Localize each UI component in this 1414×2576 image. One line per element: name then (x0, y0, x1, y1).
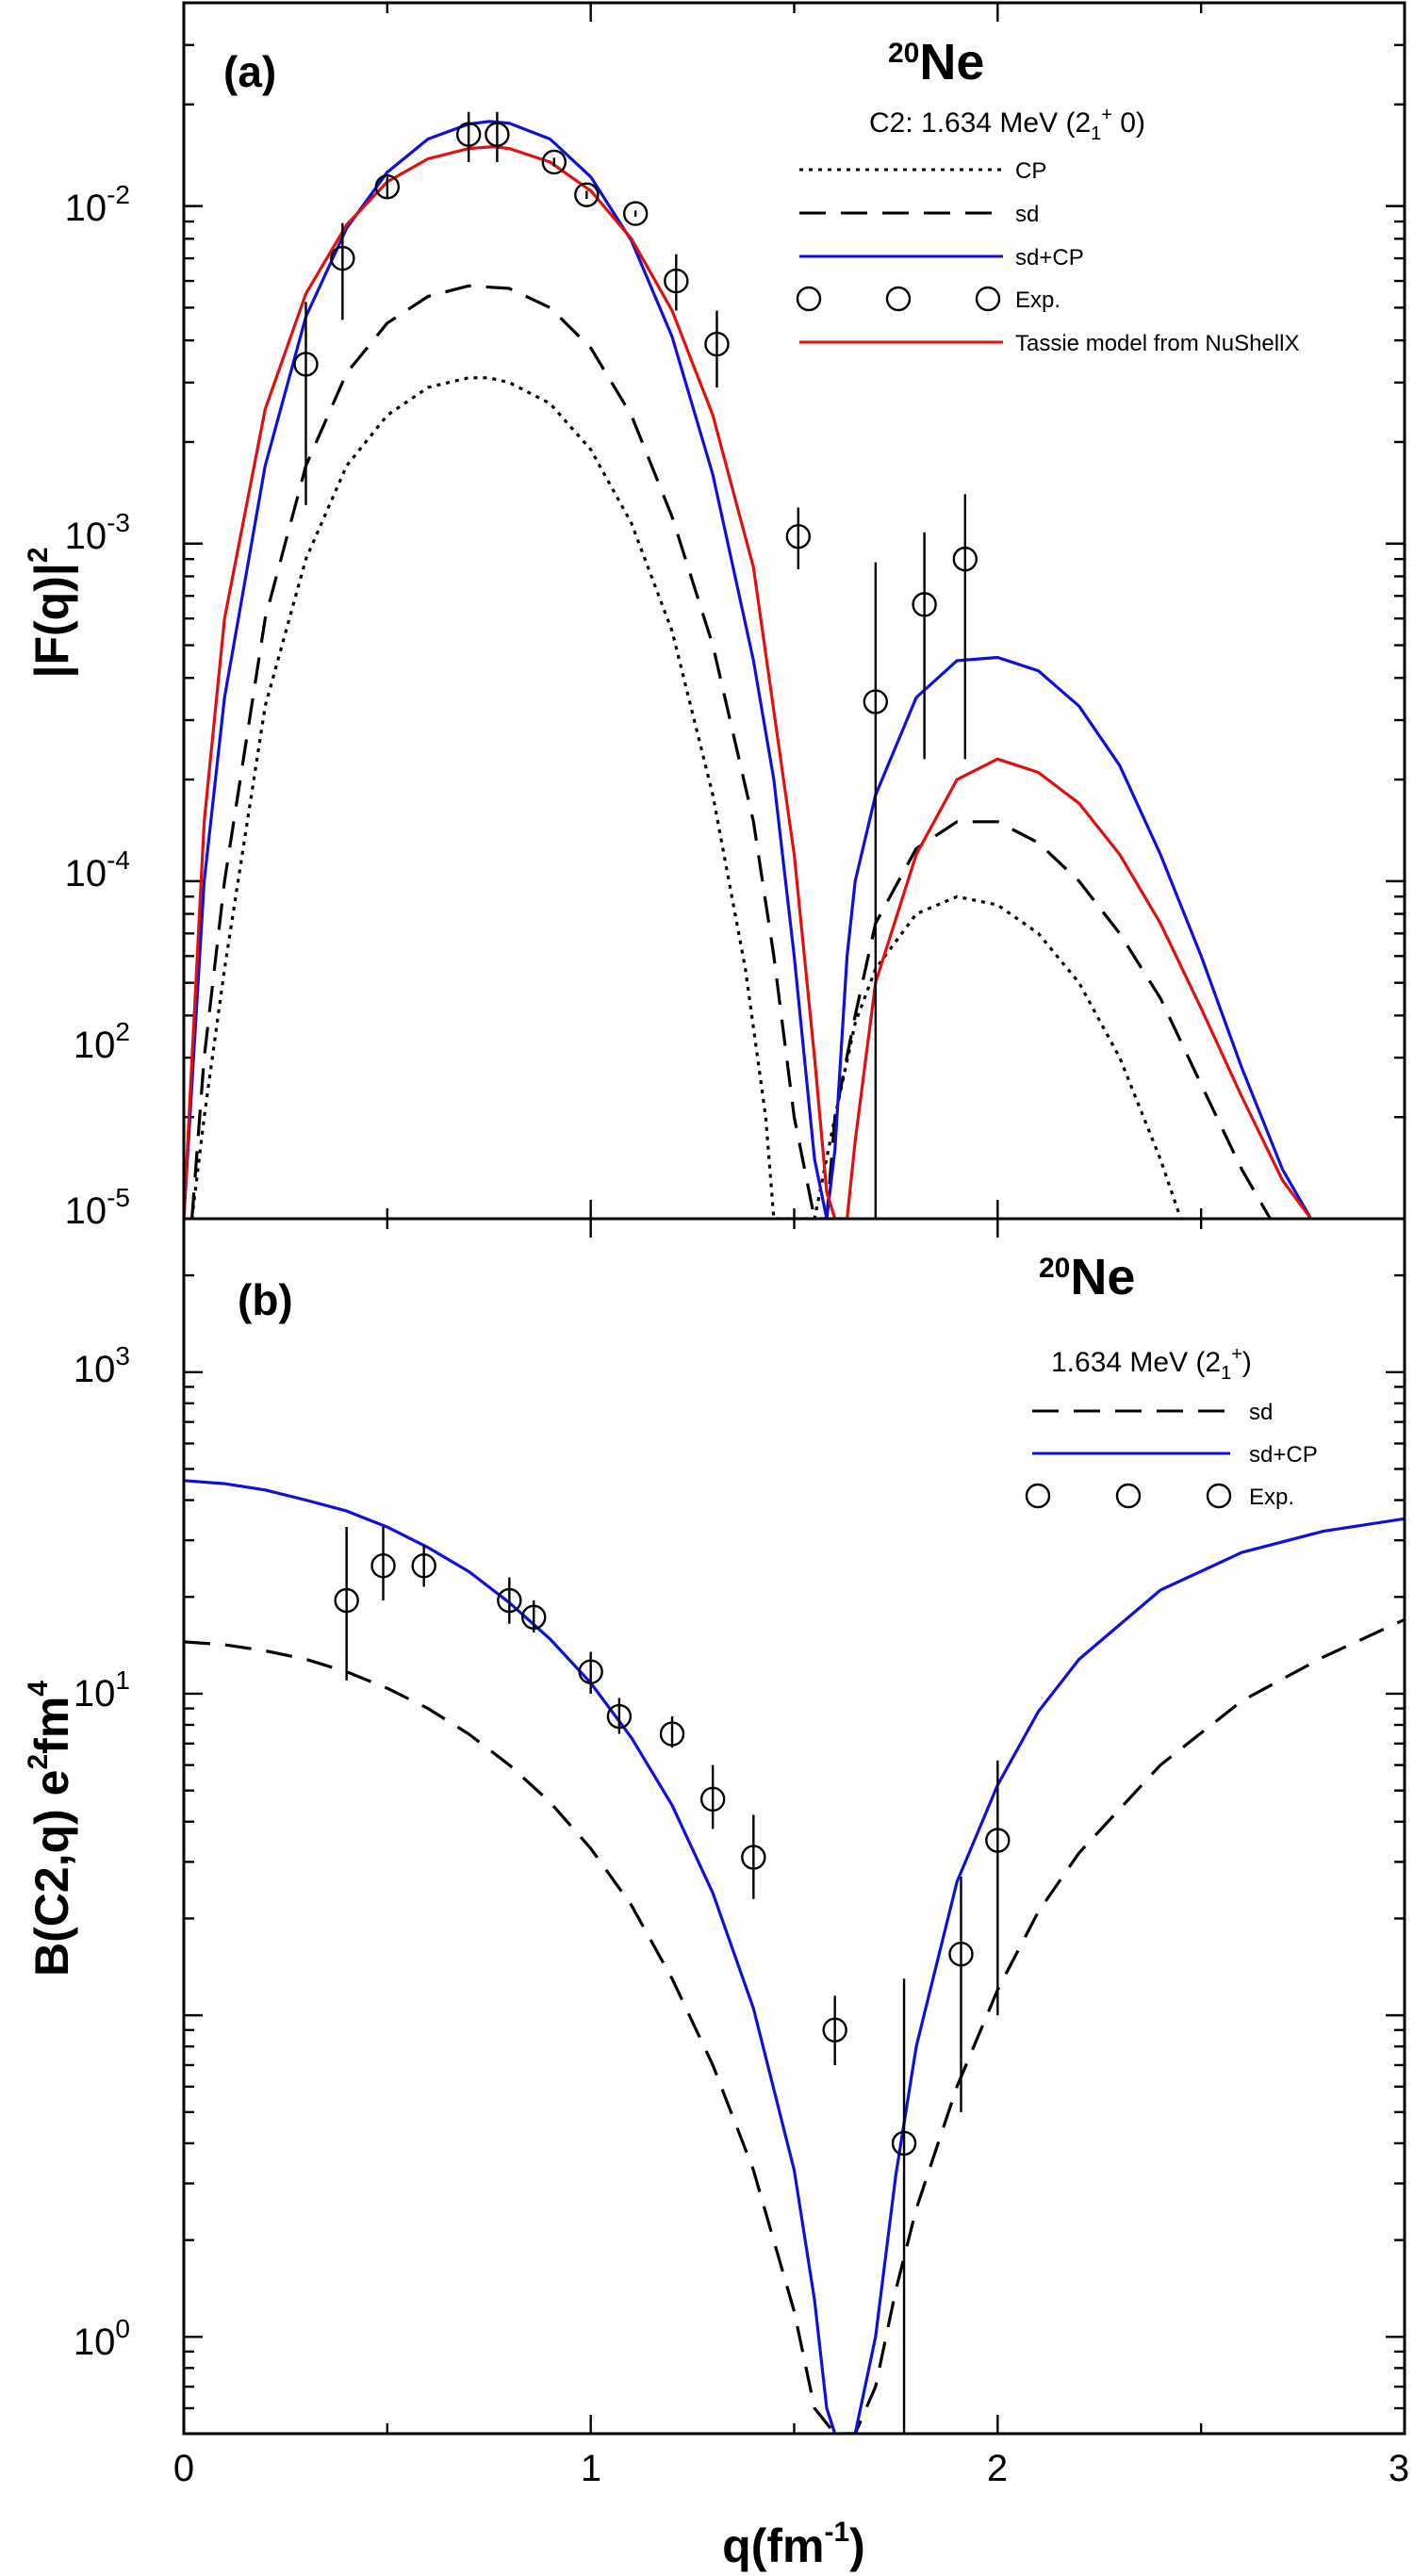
series-line-cp (190, 376, 1183, 1219)
data-point (659, 1721, 685, 1747)
xtick-label: 0 (173, 2448, 194, 2489)
panel-b-legend: sd sd+CP Exp. (1025, 1400, 1318, 1510)
panel-b-frame (182, 1217, 1406, 2436)
x-axis-label: q(fm-1) (722, 2517, 865, 2572)
legend-label-cp: CP (1015, 158, 1046, 184)
legend-label-exp: Exp. (1015, 287, 1060, 313)
series-line-sd (190, 284, 1272, 1219)
panel-a-nucleus: 20Ne (888, 34, 984, 90)
data-point (785, 523, 812, 550)
data-point (334, 1587, 359, 1614)
data-point (948, 1941, 974, 1967)
panel-b-series (184, 1479, 1405, 2434)
data-point (622, 201, 649, 226)
xtick-label: 1 (581, 2448, 601, 2489)
legend-marker-exp (975, 286, 1001, 312)
xtick-label: 3 (1389, 2448, 1409, 2489)
data-point (293, 352, 319, 377)
series-line-sd (184, 1617, 1405, 2434)
panel-a-label: (a) (223, 47, 276, 96)
ytick-label: 102 (74, 1017, 130, 1066)
data-point (541, 149, 567, 175)
panel-b-label: (b) (238, 1275, 293, 1324)
ytick-label: 100 (74, 2314, 130, 2363)
series-line-tassie-model-from-nushellx (184, 145, 1312, 1219)
legend-marker-exp (1206, 1483, 1232, 1509)
legend-label-sd-cp: sd+CP (1249, 1442, 1318, 1468)
data-point (822, 2017, 847, 2043)
ytick-label: 101 (74, 1665, 130, 1715)
panel-a-experimental (293, 111, 978, 1219)
ytick-label: 10-3 (65, 508, 130, 557)
data-point (704, 331, 730, 357)
ytick-label: 103 (74, 1341, 130, 1390)
panel-b-ticks (182, 1217, 1406, 2436)
data-point (374, 174, 401, 200)
panel-a-ticks (182, 1, 1406, 1221)
data-point (912, 592, 937, 617)
data-point (497, 1587, 522, 1614)
data-point (411, 1552, 436, 1579)
legend-marker-exp (885, 286, 912, 312)
panel-b: 100 101 102 103 (b) 20Ne 1.634 MeV (21+)… (23, 1017, 1409, 2572)
data-point (455, 122, 482, 147)
series-line-sd-cp (184, 1479, 1405, 2434)
data-point (330, 245, 355, 271)
series-line-sd-cp (184, 120, 1313, 1219)
panel-b-ytick-labels: 100 101 102 103 (74, 1017, 130, 2363)
panel-b-ylabel: B(C2,q) e2fm4 (23, 1681, 78, 1977)
data-point (741, 1845, 766, 1870)
data-point (664, 268, 689, 294)
xtick-label: 2 (987, 2448, 1008, 2489)
panel-a-ylabel: |F(q)|2 (23, 547, 79, 678)
panel-b-nucleus: 20Ne (1039, 1249, 1135, 1305)
data-point (521, 1604, 547, 1630)
legend-label-tassie: Tassie model from NuShellX (1015, 331, 1299, 356)
legend-marker-exp (1025, 1483, 1051, 1509)
data-point (891, 2130, 917, 2157)
panel-b-experimental (334, 1527, 1011, 2434)
legend-marker-exp (1115, 1483, 1142, 1509)
legend-marker-exp (796, 286, 822, 312)
panel-a-ytick-labels: 10-5 10-4 10-3 10-2 (65, 180, 130, 1232)
data-point (485, 122, 510, 147)
panel-a-series (184, 120, 1313, 1219)
panel-a-frame (182, 1, 1406, 1221)
data-point (863, 689, 889, 714)
panel-b-transition: 1.634 MeV (21+) (1051, 1344, 1252, 1384)
data-point (985, 1828, 1011, 1853)
legend-label-sd: sd (1015, 202, 1039, 227)
panel-a-transition: C2: 1.634 MeV (21+ 0) (869, 105, 1145, 144)
panel-a-legend: CP sd sd+CP Exp. Tassie model from NuShe… (796, 158, 1299, 356)
panel-b-xtick-labels: 0 1 2 3 (173, 2448, 1409, 2489)
data-point (699, 1786, 726, 1813)
data-point (606, 1703, 633, 1730)
legend-label-sd: sd (1249, 1400, 1273, 1425)
ytick-label: 10-2 (65, 180, 130, 229)
legend-label-sd-cp: sd+CP (1015, 245, 1084, 271)
data-point (370, 1552, 396, 1579)
panel-a: 10-5 10-4 10-3 10-2 (a) 20Ne C2: 1.634 M… (23, 1, 1406, 1232)
legend-label-exp: Exp. (1249, 1485, 1294, 1510)
data-point (574, 182, 600, 207)
ytick-label: 10-4 (65, 845, 130, 894)
data-point (578, 1659, 603, 1684)
data-point (952, 546, 978, 572)
ytick-label: 10-5 (65, 1183, 130, 1232)
